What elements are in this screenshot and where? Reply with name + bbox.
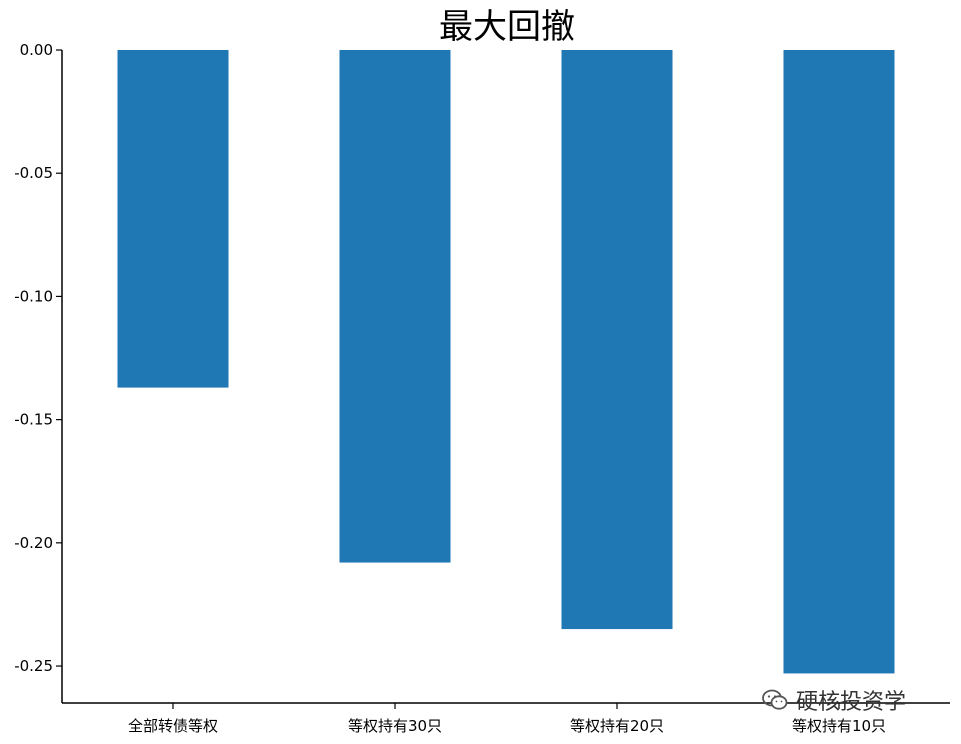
y-tick-label: 0.00 bbox=[20, 41, 53, 59]
y-tick-label: -0.25 bbox=[14, 657, 53, 675]
chart-title: 最大回撤 bbox=[439, 7, 575, 47]
y-tick-label: -0.15 bbox=[14, 411, 53, 429]
y-tick-label: -0.10 bbox=[14, 287, 53, 305]
x-tick-label: 等权持有30只 bbox=[348, 717, 442, 735]
bar-3 bbox=[561, 50, 673, 630]
wechat-icon bbox=[762, 689, 788, 710]
watermark: 硬核投资学 bbox=[762, 686, 907, 715]
x-axis: 全部转债等权 等权持有30只 等权持有20只 等权持有10只 bbox=[62, 702, 950, 735]
bar-1 bbox=[117, 50, 229, 388]
x-tick-label: 等权持有10只 bbox=[792, 717, 886, 735]
bars-group bbox=[117, 50, 895, 674]
bar-2 bbox=[339, 50, 451, 563]
x-tick-label: 全部转债等权 bbox=[128, 717, 218, 735]
x-tick-label: 等权持有20只 bbox=[570, 717, 664, 735]
y-axis: 0.00 -0.05 -0.10 -0.15 -0.20 -0.25 bbox=[14, 41, 63, 703]
bar-4 bbox=[783, 50, 895, 674]
y-tick-label: -0.20 bbox=[14, 534, 53, 552]
watermark-text: 硬核投资学 bbox=[796, 690, 907, 715]
y-tick-label: -0.05 bbox=[14, 164, 53, 182]
